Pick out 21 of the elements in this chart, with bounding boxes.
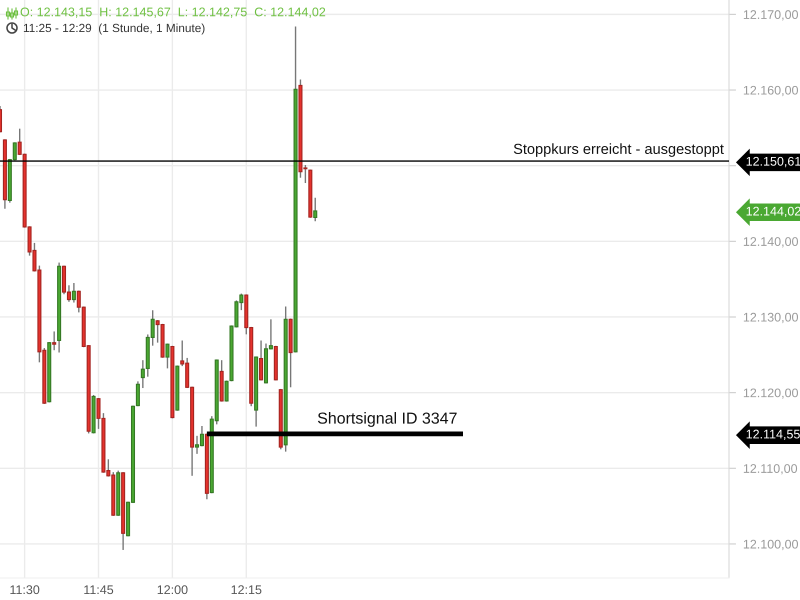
text: O: 12.143,15 H: 12.145,67 L: 12.142,75 C: 12.144,02 bbox=[20, 8, 326, 18]
candlestick bbox=[313, 198, 318, 222]
x-tick-label: 11:30 bbox=[10, 585, 40, 594]
ref-line-label: Stoppkurs erreicht - ausgestoppt bbox=[514, 143, 724, 157]
text: 11:25 - 12:29 (1 Stunde, 1 Minute) bbox=[24, 24, 204, 34]
y-tick-label: 12.100,00 bbox=[744, 540, 798, 550]
y-tick-label: 12.130,00 bbox=[744, 312, 798, 324]
candlestick bbox=[259, 340, 264, 380]
x-tick-label: 12:15 bbox=[232, 585, 262, 594]
x-tick-label: 11:45 bbox=[84, 585, 114, 594]
candlestick bbox=[165, 344, 170, 368]
y-tick-label: 12.110,00 bbox=[744, 464, 798, 474]
x-tick-label: 12:00 bbox=[158, 585, 188, 594]
series-label: Shortsignal ID 3347 bbox=[318, 412, 457, 427]
candlestick bbox=[72, 283, 76, 303]
y-tick-label: 12.160,00 bbox=[744, 86, 798, 96]
y-tick-label: 12.114,55 bbox=[746, 430, 800, 440]
y-tick-label: 12.170,00 bbox=[744, 10, 798, 21]
y-tick-label: 12.140,00 bbox=[744, 237, 798, 248]
y-tick-label: 12.120,00 bbox=[744, 388, 798, 399]
candlestick bbox=[52, 331, 56, 350]
